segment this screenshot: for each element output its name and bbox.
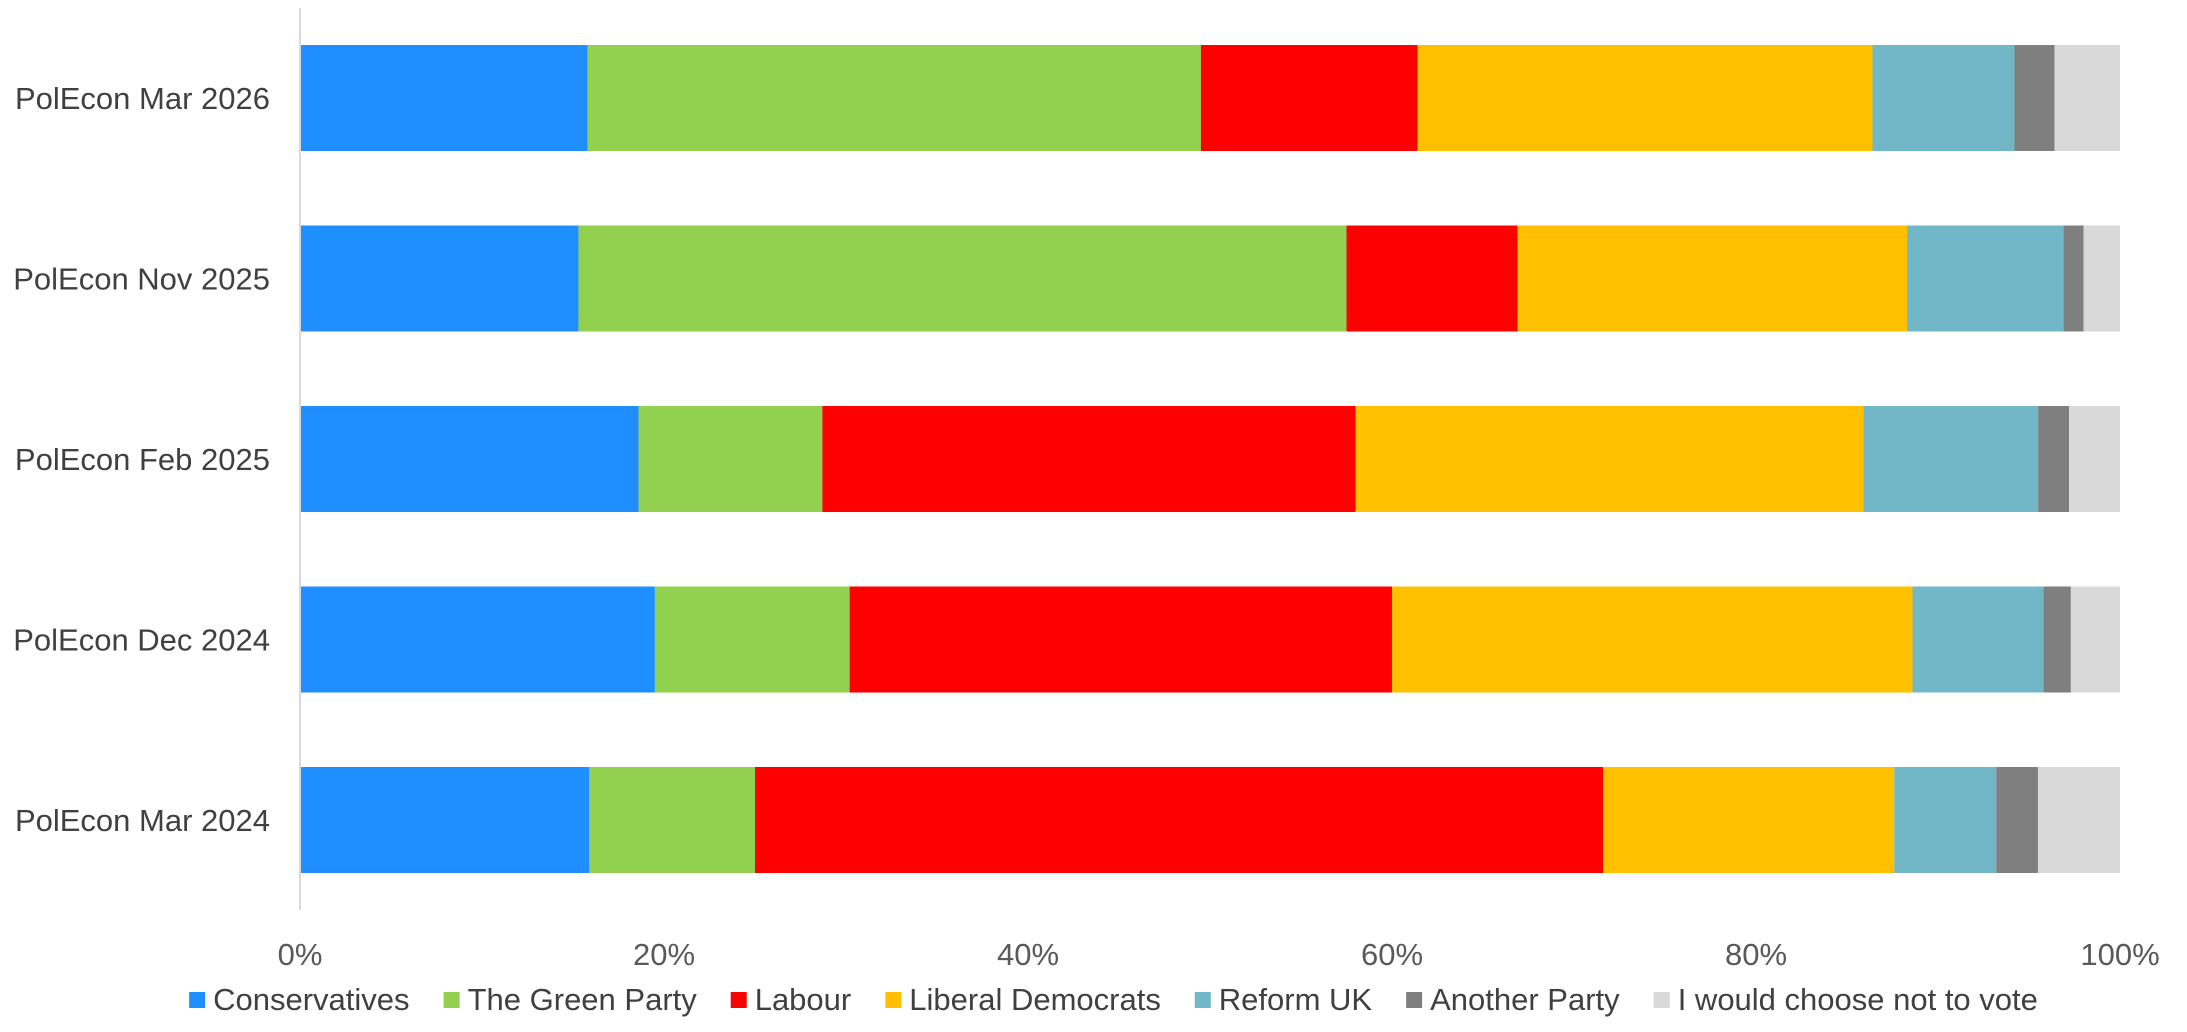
x-tick-label: 20% — [633, 937, 695, 972]
bar-segment-2-2 — [578, 225, 1347, 332]
bar-segment-5-2 — [589, 767, 755, 873]
legend-swatch — [730, 992, 747, 1008]
bar-segment-4-1 — [300, 586, 655, 693]
bar-segment-4-5 — [1912, 586, 2044, 693]
bar-segment-4-4 — [1392, 586, 1913, 693]
bar-segment-2-7 — [2083, 225, 2120, 332]
bar-segment-3-1 — [300, 406, 639, 512]
bar-segment-4-6 — [2043, 586, 2071, 693]
bar-segment-5-1 — [300, 767, 590, 873]
legend-item: Labour — [730, 982, 852, 1017]
legend: Conservatives The Green Party Labour Libera… — [189, 982, 2038, 1017]
bar-segment-2-6 — [2063, 225, 2084, 332]
bar-segment-1-7 — [2054, 45, 2120, 151]
bar-segment-3-4 — [1355, 406, 1864, 512]
bar-segment-3-3 — [822, 406, 1356, 512]
legend-swatch — [1653, 992, 1670, 1008]
legend-label: Liberal Democrats — [909, 982, 1161, 1017]
bar-segment-4-2 — [654, 586, 850, 693]
x-tick-label: 100% — [2080, 937, 2159, 972]
bar-segment-1-4 — [1417, 45, 1873, 151]
legend-label: Labour — [755, 982, 852, 1017]
legend-label: The Green Party — [468, 982, 698, 1017]
bar-segment-3-7 — [2069, 406, 2120, 512]
bar-segment-5-3 — [755, 767, 1604, 873]
bar-segment-1-1 — [300, 45, 588, 151]
category-label: PolEcon Dec 2024 — [13, 623, 270, 658]
category-label: PolEcon Nov 2025 — [13, 262, 270, 297]
bar-segment-2-3 — [1346, 225, 1518, 332]
legend-label: I would choose not to vote — [1678, 982, 2038, 1017]
bar-segment-1-2 — [587, 45, 1201, 151]
legend-item: Reform UK — [1194, 982, 1373, 1017]
legend-item: Another Party — [1406, 982, 1620, 1017]
bar-segment-5-4 — [1603, 767, 1895, 873]
legend-swatch — [1406, 992, 1423, 1008]
legend-label: Reform UK — [1219, 982, 1373, 1017]
x-axis-tick-labels: 0% 20% 40% 60% 80% 100% — [278, 937, 2160, 972]
category-label: PolEcon Mar 2024 — [15, 803, 270, 838]
bar-segment-1-3 — [1200, 45, 1418, 151]
bar-segment-3-5 — [1863, 406, 2039, 512]
category-labels: PolEcon Mar 2026 PolEcon Nov 2025 PolEcon … — [13, 81, 270, 838]
x-tick-label: 80% — [1725, 937, 1787, 972]
bar-segment-2-1 — [300, 225, 579, 332]
x-tick-label: 60% — [1361, 937, 1423, 972]
legend-item: I would choose not to vote — [1653, 982, 2038, 1017]
bar-segment-5-5 — [1894, 767, 1997, 873]
bar-segment-3-2 — [638, 406, 823, 512]
bar-segment-2-5 — [1907, 225, 2064, 332]
category-label: PolEcon Feb 2025 — [15, 442, 270, 477]
bar-segment-3-6 — [2038, 406, 2070, 512]
bar-segment-1-6 — [2014, 45, 2055, 151]
legend-swatch — [443, 992, 460, 1008]
legend-label: Conservatives — [213, 982, 409, 1017]
bars-layer — [300, 45, 2120, 873]
legend-swatch — [1194, 992, 1211, 1008]
bar-segment-4-7 — [2070, 586, 2120, 693]
legend-item: The Green Party — [443, 982, 698, 1017]
category-label: PolEcon Mar 2026 — [15, 81, 270, 116]
bar-segment-2-4 — [1517, 225, 1908, 332]
legend-swatch — [885, 992, 902, 1008]
legend-swatch — [189, 992, 206, 1008]
legend-item: Conservatives — [189, 982, 410, 1017]
bar-segment-5-7 — [2038, 767, 2120, 873]
legend-label: Another Party — [1430, 982, 1620, 1017]
x-tick-label: 0% — [278, 937, 323, 972]
legend-item: Liberal Democrats — [885, 982, 1161, 1017]
bar-segment-4-3 — [849, 586, 1392, 693]
x-tick-label: 40% — [997, 937, 1059, 972]
bar-segment-5-6 — [1996, 767, 2039, 873]
bar-segment-1-5 — [1872, 45, 2015, 151]
